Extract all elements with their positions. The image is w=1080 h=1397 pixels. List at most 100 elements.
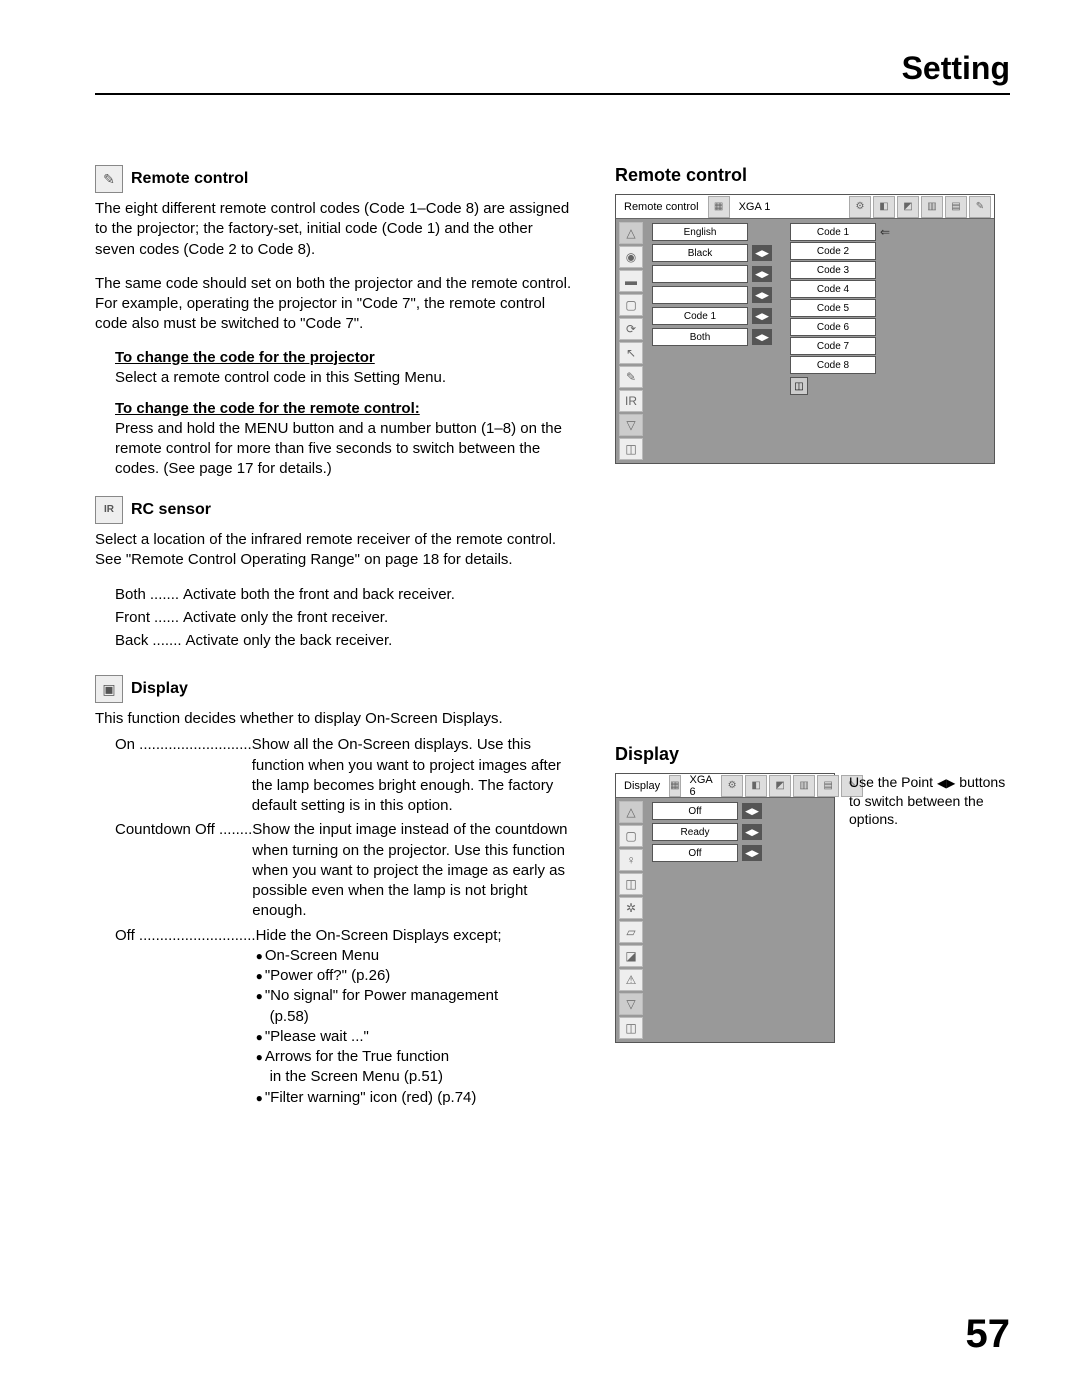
display-desc-intro: Hide the On-Screen Displays except; <box>256 926 575 946</box>
osd-value-box: Off <box>652 802 738 820</box>
rc-sub1-title: To change the code for the projector <box>115 349 575 366</box>
osd-remote-control: Remote control ▦ XGA 1 ⚙ ◧ ◩ ▥ ▤ ✎ △ <box>615 194 995 464</box>
side-icon: ✎ <box>619 366 643 388</box>
osd-display-main: Off◀▶Ready◀▶Off◀▶ <box>646 798 834 1042</box>
osd-rc-left-col: EnglishBlack◀▶◀▶◀▶Code 1◀▶Both◀▶ <box>652 223 772 346</box>
osd-rc-top-label: Remote control <box>616 201 707 213</box>
side-icon: ◫ <box>619 438 643 460</box>
osd-code-box: Code 6 <box>790 318 876 336</box>
def-desc: Activate both the front and back receive… <box>183 584 575 605</box>
osd-display-topbar: Display ▦ XGA 6 ⚙ ◧ ◩ ▥ ▤ ✎ <box>616 774 834 798</box>
rc-sensor-icon <box>95 496 123 524</box>
osd-cell: ◀▶ <box>652 286 772 304</box>
osd-display-top-mode: XGA 6 <box>682 774 721 798</box>
side-icon: ◉ <box>619 246 643 268</box>
def-row: Both.......Activate both the front and b… <box>115 584 575 605</box>
left-right-arrows-icon: ◀▶ <box>752 266 772 282</box>
side-icon: ◫ <box>619 1017 643 1039</box>
spacer <box>615 484 1010 744</box>
osd-code-row: Code 6 <box>790 318 890 336</box>
osd-display: Display ▦ XGA 6 ⚙ ◧ ◩ ▥ ▤ ✎ <box>615 773 835 1043</box>
display-term: Countdown Off ........ <box>115 820 252 921</box>
remote-control-title: Remote control <box>131 170 248 188</box>
display-desc: Show the input image instead of the coun… <box>252 820 575 921</box>
osd-display-top-label: Display <box>616 780 668 792</box>
side-icon: ◫ <box>619 873 643 895</box>
page-number: 57 <box>966 1312 1011 1357</box>
osd-code-row: Code 2 <box>790 242 890 260</box>
def-desc: Activate only the front receiver. <box>183 607 575 628</box>
osd-display-top-icons: ⚙ ◧ ◩ ▥ ▤ ✎ <box>720 775 866 797</box>
osd-display-col: Off◀▶Ready◀▶Off◀▶ <box>652 802 762 862</box>
point-left-right-icon: ◀▶ <box>937 776 955 792</box>
rc-sensor-def-list: Both.......Activate both the front and b… <box>115 584 575 651</box>
def-term: Front <box>115 607 150 628</box>
display-bullet: "Power off?" (p.26) <box>256 966 575 986</box>
display-bullet: "No signal" for Power management <box>256 986 575 1006</box>
left-right-arrows-icon: ◀▶ <box>752 287 772 303</box>
display-row: Off ............................Hide the… <box>115 926 575 1108</box>
display-term: On ........................... <box>115 735 252 816</box>
scroll-down-icon: ▽ <box>619 414 643 436</box>
osd-cell: Ready◀▶ <box>652 823 762 841</box>
def-desc: Activate only the back receiver. <box>186 630 575 651</box>
toolbar-icon: ⚙ <box>721 775 743 797</box>
side-icon: ✲ <box>619 897 643 919</box>
side-icon: ♀ <box>619 849 643 871</box>
display-note-prefix: Use the Point <box>849 774 937 790</box>
osd-code-box: Code 2 <box>790 242 876 260</box>
osd-cell: Code 1◀▶ <box>652 307 772 325</box>
osd-code-row: Code 3 <box>790 261 890 279</box>
side-icon: ↖ <box>619 342 643 364</box>
left-right-arrows-icon: ◀▶ <box>752 245 772 261</box>
osd-code-box: Code 7 <box>790 337 876 355</box>
osd-value-box <box>652 286 748 304</box>
osd-rc-sidebar: △ ◉ ▬ ▢ ⟳ ↖ ✎ IR ▽ ◫ <box>616 219 646 463</box>
left-right-arrows-icon: ◀▶ <box>752 329 772 345</box>
osd-code-box: Code 8 <box>790 356 876 374</box>
osd-cell: ◀▶ <box>652 265 772 283</box>
display-bullet: On-Screen Menu <box>256 946 575 966</box>
left-right-arrows-icon: ◀▶ <box>752 308 772 324</box>
page: Setting Remote control The eight differe… <box>0 0 1080 1397</box>
def-row: Back.......Activate only the back receiv… <box>115 630 575 651</box>
rc-sub1-text: Select a remote control code in this Set… <box>115 368 575 388</box>
toolbar-icon: ▤ <box>817 775 839 797</box>
osd-code-box: Code 3 <box>790 261 876 279</box>
def-dots: ...... <box>150 607 183 628</box>
osd-code-row: Code 8 <box>790 356 890 374</box>
scroll-up-icon: △ <box>619 801 643 823</box>
left-column: Remote control The eight different remot… <box>95 165 575 1112</box>
display-desc: Show all the On-Screen displays. Use thi… <box>252 735 575 816</box>
page-title: Setting <box>95 50 1010 87</box>
display-heading: Display <box>95 675 575 703</box>
osd-rc-code-list: Code 1⇐Code 2Code 3Code 4Code 5Code 6Cod… <box>790 223 890 395</box>
osd-code-row: Code 1⇐ <box>790 223 890 241</box>
osd-cell: Off◀▶ <box>652 844 762 862</box>
osd-display-top-icon: ▦ <box>669 775 680 797</box>
remote-control-heading: Remote control <box>95 165 575 193</box>
display-para: This function decides whether to display… <box>95 709 575 729</box>
right-display-title: Display <box>615 744 1010 765</box>
osd-rc-body: △ ◉ ▬ ▢ ⟳ ↖ ✎ IR ▽ ◫ EnglishBlack◀▶◀▶◀▶C… <box>616 219 994 463</box>
toolbar-icon: ▥ <box>921 196 943 218</box>
def-term: Back <box>115 630 148 651</box>
osd-value-box <box>652 265 748 283</box>
osd-code-row: Code 7 <box>790 337 890 355</box>
scroll-down-icon: ▽ <box>619 993 643 1015</box>
side-icon: ▬ <box>619 270 643 292</box>
display-term: Off ............................ <box>115 926 256 1108</box>
toolbar-icon: ◧ <box>745 775 767 797</box>
display-osd-row: Display ▦ XGA 6 ⚙ ◧ ◩ ▥ ▤ ✎ <box>615 773 1010 1063</box>
def-row: Front......Activate only the front recei… <box>115 607 575 628</box>
osd-cell: English <box>652 223 772 241</box>
rc-sensor-title: RC sensor <box>131 501 211 519</box>
rc-sub2-text: Press and hold the MENU button and a num… <box>115 419 575 480</box>
side-icon: ▱ <box>619 921 643 943</box>
display-bullet: "Please wait ..." <box>256 1027 575 1047</box>
remote-control-icon <box>95 165 123 193</box>
osd-rc-top-mode: XGA 1 <box>731 201 779 213</box>
display-bullet: Arrows for the True function <box>256 1047 575 1067</box>
display-bullet: in the Screen Menu (p.51) <box>256 1067 575 1087</box>
side-icon: IR <box>619 390 643 412</box>
